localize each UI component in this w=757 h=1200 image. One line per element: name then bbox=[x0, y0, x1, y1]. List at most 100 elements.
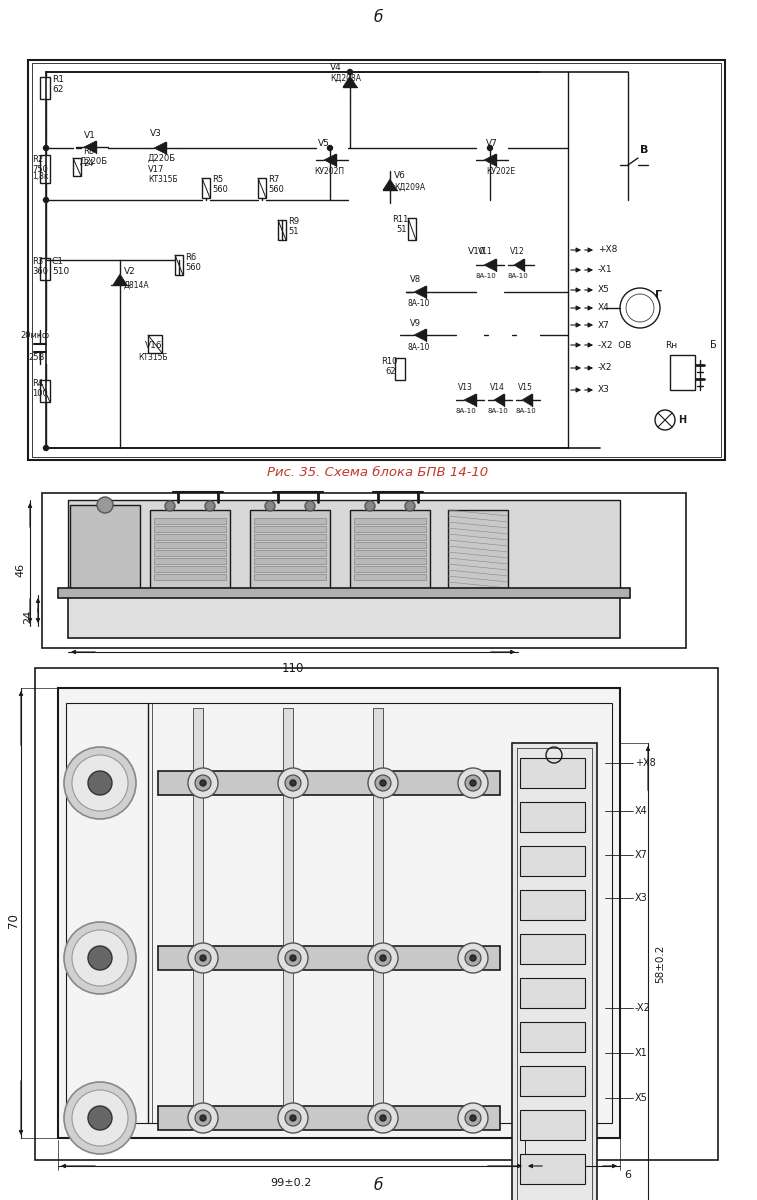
Text: R4: R4 bbox=[32, 378, 43, 388]
Bar bbox=[154, 518, 226, 524]
Text: 20мкф: 20мкф bbox=[20, 331, 49, 341]
Text: Б: Б bbox=[710, 340, 717, 350]
Text: 6: 6 bbox=[624, 1170, 631, 1180]
Circle shape bbox=[88, 1106, 112, 1130]
Text: V3: V3 bbox=[150, 130, 162, 138]
Text: 51: 51 bbox=[288, 228, 298, 236]
Circle shape bbox=[200, 1115, 206, 1121]
Text: V17: V17 bbox=[148, 166, 164, 174]
Circle shape bbox=[195, 950, 211, 966]
Text: V10: V10 bbox=[468, 247, 486, 257]
Bar bbox=[354, 558, 426, 564]
Circle shape bbox=[188, 768, 218, 798]
Bar bbox=[254, 526, 326, 532]
Circle shape bbox=[465, 950, 481, 966]
Bar bbox=[40, 77, 50, 98]
Text: X5: X5 bbox=[635, 1093, 648, 1103]
Circle shape bbox=[375, 1110, 391, 1126]
Text: Г: Г bbox=[655, 290, 662, 300]
Circle shape bbox=[465, 775, 481, 791]
Circle shape bbox=[88, 946, 112, 970]
Bar bbox=[35, 668, 718, 1160]
Text: 25В: 25В bbox=[28, 354, 45, 362]
Text: 8А-10: 8А-10 bbox=[508, 272, 528, 278]
Text: 560: 560 bbox=[212, 186, 228, 194]
Text: -X2  ОВ: -X2 ОВ bbox=[598, 341, 631, 349]
Text: б: б bbox=[373, 1177, 383, 1193]
Circle shape bbox=[64, 922, 136, 994]
Text: 750: 750 bbox=[32, 164, 48, 174]
Bar bbox=[150, 510, 230, 588]
Text: КУ202Е: КУ202Е bbox=[486, 168, 515, 176]
Text: V16: V16 bbox=[145, 341, 163, 349]
Circle shape bbox=[285, 775, 301, 791]
Text: 560: 560 bbox=[268, 186, 284, 194]
Bar bbox=[520, 758, 585, 788]
Text: +X8: +X8 bbox=[598, 246, 618, 254]
Text: 62: 62 bbox=[385, 366, 396, 376]
Text: V15: V15 bbox=[518, 383, 533, 391]
Bar bbox=[254, 550, 326, 556]
Bar bbox=[68, 590, 620, 638]
Bar bbox=[154, 558, 226, 564]
Text: -X1: -X1 bbox=[598, 265, 612, 275]
Bar bbox=[520, 934, 585, 964]
Polygon shape bbox=[464, 394, 476, 406]
Circle shape bbox=[64, 746, 136, 818]
Polygon shape bbox=[84, 140, 96, 152]
Text: Рис. 35. Схема блока БПВ 14-10: Рис. 35. Схема блока БПВ 14-10 bbox=[267, 466, 488, 479]
Text: V14: V14 bbox=[490, 383, 505, 391]
Bar bbox=[202, 178, 210, 198]
Bar bbox=[254, 566, 326, 572]
Text: R11: R11 bbox=[392, 216, 408, 224]
Circle shape bbox=[368, 1103, 398, 1133]
Circle shape bbox=[375, 775, 391, 791]
Text: V12: V12 bbox=[510, 247, 525, 257]
Circle shape bbox=[488, 145, 493, 150]
Bar bbox=[158, 1106, 500, 1130]
Circle shape bbox=[278, 943, 308, 973]
Bar bbox=[40, 380, 50, 402]
Bar bbox=[58, 588, 630, 598]
Circle shape bbox=[195, 1110, 211, 1126]
Circle shape bbox=[200, 780, 206, 786]
Text: R9: R9 bbox=[288, 217, 299, 227]
Text: R8: R8 bbox=[83, 148, 95, 156]
Text: 560: 560 bbox=[185, 263, 201, 271]
Circle shape bbox=[97, 497, 113, 514]
Circle shape bbox=[375, 950, 391, 966]
Circle shape bbox=[88, 770, 112, 794]
Circle shape bbox=[188, 1103, 218, 1133]
Text: Д220Б: Д220Б bbox=[80, 156, 108, 166]
Text: -X2: -X2 bbox=[598, 364, 612, 372]
Text: V8: V8 bbox=[410, 276, 421, 284]
Text: X4: X4 bbox=[598, 304, 609, 312]
Text: Rн: Rн bbox=[665, 341, 678, 349]
Circle shape bbox=[368, 768, 398, 798]
Polygon shape bbox=[343, 76, 357, 86]
Bar bbox=[68, 500, 620, 595]
Bar bbox=[520, 890, 585, 920]
Bar bbox=[254, 518, 326, 524]
Text: 24: 24 bbox=[23, 610, 33, 624]
Text: V13: V13 bbox=[458, 383, 473, 391]
Text: V6: V6 bbox=[394, 170, 406, 180]
Circle shape bbox=[72, 755, 128, 811]
Bar bbox=[154, 542, 226, 548]
Text: +X8: +X8 bbox=[635, 758, 656, 768]
Text: V9: V9 bbox=[410, 318, 421, 328]
Circle shape bbox=[380, 955, 386, 961]
Circle shape bbox=[285, 1110, 301, 1126]
Text: 24: 24 bbox=[83, 160, 94, 168]
Text: КД208А: КД208А bbox=[330, 73, 361, 83]
Bar bbox=[40, 258, 50, 280]
Circle shape bbox=[405, 502, 415, 511]
Bar bbox=[158, 946, 500, 970]
Bar bbox=[250, 510, 330, 588]
Circle shape bbox=[458, 768, 488, 798]
Bar bbox=[520, 1154, 585, 1184]
Text: X1: X1 bbox=[635, 1048, 648, 1058]
Polygon shape bbox=[484, 259, 496, 271]
Circle shape bbox=[278, 768, 308, 798]
Bar bbox=[520, 978, 585, 1008]
